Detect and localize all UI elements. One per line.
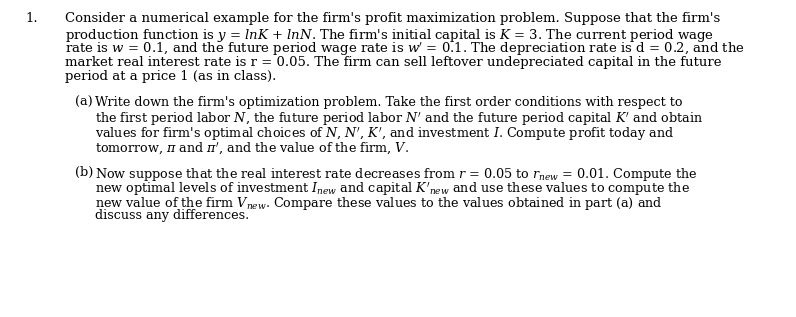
Text: production function is $\mathit{y}$ = $\mathit{ln}$$\mathit{K}$ + $\mathit{ln}$$: production function is $\mathit{y}$ = $\… bbox=[65, 27, 714, 43]
Text: market real interest rate is r = 0.05. The firm can sell leftover undepreciated : market real interest rate is r = 0.05. T… bbox=[65, 55, 721, 68]
Text: (a): (a) bbox=[75, 96, 93, 109]
Text: period at a price 1 (as in class).: period at a price 1 (as in class). bbox=[65, 70, 276, 83]
Text: tomorrow, $\mathit{\pi}$ and $\mathit{\pi}'$, and the value of the firm, $\mathi: tomorrow, $\mathit{\pi}$ and $\mathit{\p… bbox=[95, 139, 409, 156]
Text: new optimal levels of investment $\mathit{I}_\mathit{new}$ and capital $\mathit{: new optimal levels of investment $\mathi… bbox=[95, 180, 690, 198]
Text: new value of the firm $\mathit{V}_\mathit{new}$. Compare these values to the val: new value of the firm $\mathit{V}_\mathi… bbox=[95, 195, 662, 212]
Text: Write down the firm's optimization problem. Take the first order conditions with: Write down the firm's optimization probl… bbox=[95, 96, 682, 109]
Text: discuss any differences.: discuss any differences. bbox=[95, 209, 249, 222]
Text: (b): (b) bbox=[75, 166, 93, 179]
Text: 1.: 1. bbox=[25, 12, 37, 25]
Text: rate is $\mathit{w}$ = 0.1, and the future period wage rate is $\mathit{w}$$'$ =: rate is $\mathit{w}$ = 0.1, and the futu… bbox=[65, 41, 745, 59]
Text: Consider a numerical example for the firm's profit maximization problem. Suppose: Consider a numerical example for the fir… bbox=[65, 12, 720, 25]
Text: the first period labor $\mathit{N}$, the future period labor $\mathit{N}'$ and t: the first period labor $\mathit{N}$, the… bbox=[95, 111, 703, 128]
Text: Now suppose that the real interest rate decreases from $\mathit{r}$ = 0.05 to $\: Now suppose that the real interest rate … bbox=[95, 166, 697, 183]
Text: values for firm's optimal choices of $\mathit{N}$, $\mathit{N}'$, $\mathit{K}'$,: values for firm's optimal choices of $\m… bbox=[95, 125, 674, 143]
